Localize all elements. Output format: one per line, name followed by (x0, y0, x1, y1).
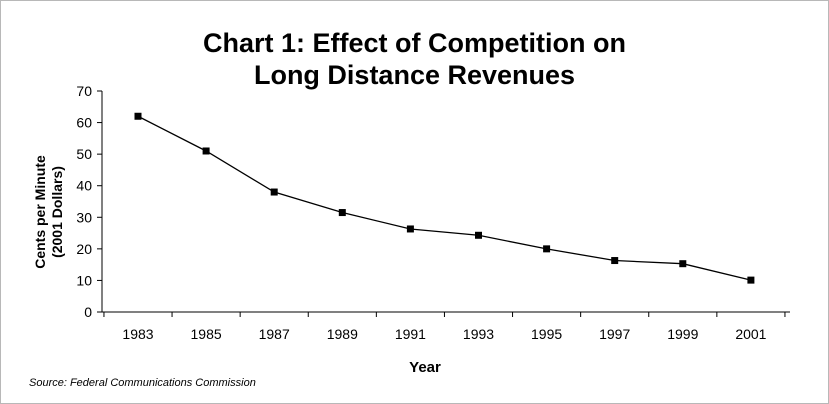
chart-title-line-1: Chart 1: Effect of Competition on (203, 28, 626, 58)
data-point-2001 (747, 276, 755, 284)
x-axis-label: Year (409, 359, 441, 376)
data-point-1995 (543, 245, 551, 253)
x-tick-label-1993: 1993 (463, 326, 494, 342)
data-point-1999 (679, 260, 687, 268)
x-tick-label-2001: 2001 (735, 326, 766, 342)
y-tick-label-60: 60 (76, 115, 92, 131)
data-point-1985 (202, 147, 210, 155)
x-tick-label-1985: 1985 (191, 326, 222, 342)
y-tick-label-0: 0 (84, 304, 92, 320)
series-line (137, 115, 752, 281)
data-point-1997 (611, 257, 619, 265)
x-tick-label-1997: 1997 (599, 326, 630, 342)
y-tick-label-30: 30 (76, 209, 92, 225)
data-point-1989 (338, 209, 346, 217)
data-point-1983 (134, 112, 142, 120)
y-tick-label-20: 20 (76, 241, 92, 257)
y-tick-label-50: 50 (76, 146, 92, 162)
y-tick-label-10: 10 (76, 272, 92, 288)
x-tick-label-1995: 1995 (531, 326, 562, 342)
y-tick-label-40: 40 (76, 178, 92, 194)
chart-title-line-2: Long Distance Revenues (253, 60, 576, 90)
y-tick-label-70: 70 (76, 83, 92, 99)
data-point-1987 (270, 188, 278, 196)
x-tick-label-1987: 1987 (259, 326, 290, 342)
data-point-1991 (406, 225, 414, 233)
x-tick-label-1999: 1999 (667, 326, 698, 342)
x-tick-label-1989: 1989 (327, 326, 358, 342)
x-tick-label-1983: 1983 (122, 326, 153, 342)
source-note: Source: Federal Communications Commissio… (29, 377, 256, 389)
x-tick-label-1991: 1991 (395, 326, 426, 342)
data-point-1993 (475, 231, 482, 239)
